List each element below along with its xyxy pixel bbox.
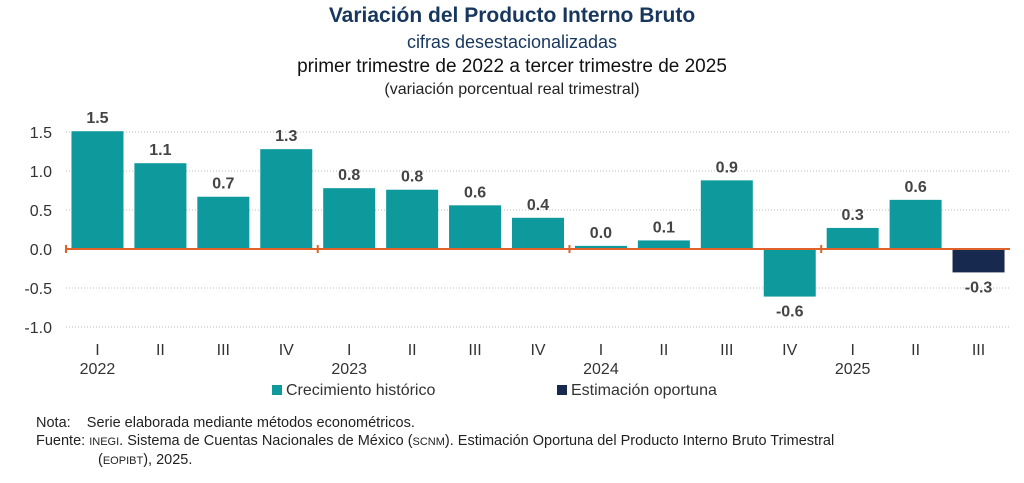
x-tick-label: IV [530,342,545,359]
bar [637,240,690,249]
bar [889,199,942,249]
x-tick-label: II [911,342,920,359]
chart-units: (variación porcentual real trimestral) [384,81,640,98]
bar [952,249,1005,273]
legend-swatch [557,385,567,395]
legend-swatch [272,385,282,395]
footnotes: Nota: Serie elaborada mediante métodos e… [36,415,835,468]
x-tick-label: I [347,342,351,359]
x-tick-label: III [720,342,733,359]
data-label: 0.3 [842,207,864,224]
bar [260,149,313,249]
data-label: 0.6 [464,184,486,201]
bar [449,205,502,249]
data-label: 1.1 [149,142,171,159]
bar [700,180,753,249]
x-tick-label: III [217,342,230,359]
legend-label: Crecimiento histórico [286,382,435,399]
chart-title: Variación del Producto Interno Bruto [328,4,696,27]
year-label: 2025 [835,361,871,378]
x-tick-label: III [972,342,985,359]
data-label: 0.0 [590,225,612,242]
year-label: 2022 [80,361,116,378]
chart-period: primer trimestre de 2022 a tercer trimes… [297,56,727,77]
data-label: 0.9 [716,159,738,176]
data-label: 0.6 [904,179,926,196]
x-tick-label: II [156,342,165,359]
fuente-text: . Sistema de Cuentas Nacionales de Méxic… [119,433,413,449]
fuente-inegi: INEGI [89,436,120,448]
year-label: 2023 [331,361,367,378]
data-label: -0.6 [776,304,804,321]
y-tick-label: 0.5 [30,203,52,220]
x-tick-label: IV [782,342,797,359]
bar [574,245,627,249]
chart-subtitle: cifras desestacionalizadas [406,32,618,52]
fuente-scnm: SCNM [412,436,445,448]
x-tick-label: III [468,342,481,359]
data-label: 1.5 [86,110,108,127]
x-tick-label: I [850,342,854,359]
data-label: 0.4 [527,197,549,214]
year-label: 2024 [583,361,619,378]
bar [826,227,879,249]
bar [197,196,250,249]
data-label: 0.8 [401,169,423,186]
y-tick-label: -1.0 [24,320,52,337]
y-tick-label: 1.0 [30,164,52,181]
data-label: 0.8 [338,167,360,184]
x-tick-label: I [599,342,603,359]
bar [386,189,439,249]
data-label: -0.3 [965,279,993,296]
bar [512,217,564,249]
bar-chart: 1.51.00.50.0-0.5-1.01.5I1.1II0.7III1.3IV… [24,110,1010,399]
x-tick-label: II [408,342,417,359]
fuente-eopibt: EOPIBT [102,455,144,467]
bar [763,249,816,297]
nota-text: Serie elaborada mediante métodos economé… [86,415,415,431]
nota-label: Nota: [36,415,71,431]
x-tick-label: IV [279,342,294,359]
data-label: 0.1 [653,219,675,236]
bar [71,131,124,249]
fuente-text: ), 2025. [143,452,193,468]
y-tick-label: 1.5 [30,125,52,142]
bar [323,188,376,249]
data-label: 1.3 [275,128,297,145]
y-tick-label: 0.0 [30,242,52,259]
x-tick-label: II [659,342,668,359]
data-label: 0.7 [212,176,234,193]
y-tick-label: -0.5 [24,281,52,298]
fuente-text: ). Estimación Oportuna del Producto Inte… [444,433,835,449]
x-tick-label: I [95,342,99,359]
bar [134,163,187,249]
legend-label: Estimación oportuna [571,382,717,399]
fuente-label: Fuente: [36,433,86,449]
